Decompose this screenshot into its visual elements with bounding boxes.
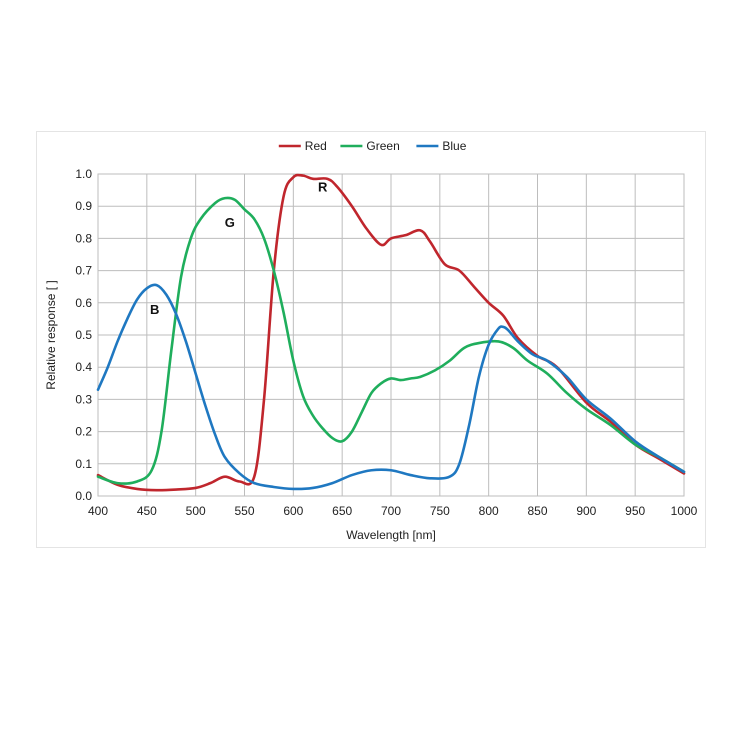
y-tick-label: 0.0 bbox=[75, 489, 92, 503]
x-tick-label: 1000 bbox=[671, 504, 698, 518]
x-tick-label: 800 bbox=[479, 504, 499, 518]
legend-item-blue: Blue bbox=[416, 139, 467, 153]
curve-label-blue: B bbox=[150, 302, 159, 317]
y-tick-label: 0.2 bbox=[75, 425, 92, 439]
x-tick-label: 950 bbox=[625, 504, 645, 518]
curve-labels: R G B bbox=[150, 180, 328, 317]
legend: Red Green Blue bbox=[278, 139, 467, 153]
y-axis-title: Relative response [ ] bbox=[44, 280, 58, 389]
x-axis-title: Wavelength [nm] bbox=[346, 528, 436, 542]
legend-label: Blue bbox=[442, 139, 466, 153]
series-line-red bbox=[96, 173, 686, 492]
y-tick-label: 0.3 bbox=[75, 392, 92, 406]
curve-label-red: R bbox=[318, 180, 328, 195]
series-line-blue bbox=[96, 283, 686, 491]
y-tick-label: 0.9 bbox=[75, 199, 92, 213]
plot-border bbox=[97, 173, 685, 497]
tick-labels: 400 450 500 550 600 650 700 750 800 850 900 950 1000… bbox=[75, 167, 697, 518]
y-tick-label: 0.7 bbox=[75, 264, 92, 278]
x-tick-label: 750 bbox=[430, 504, 450, 518]
y-tick-label: 0.1 bbox=[75, 457, 92, 471]
legend-item-green: Green bbox=[340, 139, 400, 153]
x-tick-label: 700 bbox=[381, 504, 401, 518]
legend-label: Green bbox=[366, 139, 399, 153]
grid bbox=[97, 173, 685, 497]
legend-label: Red bbox=[305, 139, 327, 153]
spectral-response-chart: R G B 400 450 500 550 600 650 700 750 800 850 900 950… bbox=[44, 139, 698, 542]
y-tick-label: 0.6 bbox=[75, 296, 92, 310]
chart-frame: R G B 400 450 500 550 600 650 700 750 800 850 900 950… bbox=[36, 131, 706, 548]
y-tick-label: 1.0 bbox=[75, 167, 92, 181]
x-tick-label: 400 bbox=[88, 504, 108, 518]
legend-item-red: Red bbox=[278, 139, 327, 153]
curve-label-green: G bbox=[225, 215, 235, 230]
x-tick-label: 550 bbox=[234, 504, 254, 518]
x-tick-label: 850 bbox=[527, 504, 547, 518]
x-tick-label: 500 bbox=[186, 504, 206, 518]
series-line-green bbox=[96, 196, 686, 485]
x-tick-label: 650 bbox=[332, 504, 352, 518]
y-tick-label: 0.5 bbox=[75, 328, 92, 342]
y-tick-label: 0.4 bbox=[75, 360, 92, 374]
series-layer bbox=[96, 173, 686, 492]
x-tick-label: 900 bbox=[576, 504, 596, 518]
y-tick-label: 0.8 bbox=[75, 231, 92, 245]
x-tick-label: 600 bbox=[283, 504, 303, 518]
x-tick-label: 450 bbox=[137, 504, 157, 518]
